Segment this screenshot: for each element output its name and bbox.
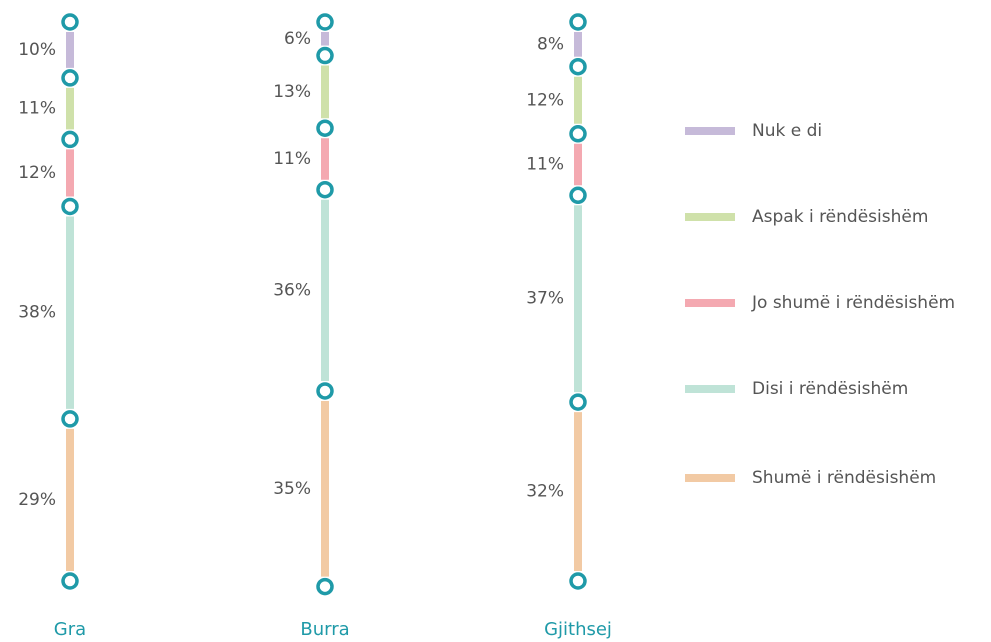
node [569, 186, 587, 205]
value-label: 37% [526, 289, 564, 309]
value-label: 29% [18, 490, 56, 510]
node [61, 197, 79, 216]
node [61, 69, 79, 87]
node [316, 180, 334, 199]
node [61, 130, 79, 149]
legend-label: Disi i rëndësishëm [752, 379, 908, 399]
node [569, 572, 587, 590]
value-label: 32% [526, 482, 564, 502]
legend-label: Shumë i rëndësishëm [752, 468, 936, 488]
node [316, 13, 334, 31]
value-label: 6% [284, 29, 311, 49]
value-label: 36% [273, 280, 311, 300]
category-label: Burra [300, 619, 349, 640]
value-label: 11% [526, 155, 564, 175]
legend-label: Aspak i rëndësishëm [752, 207, 928, 227]
category-label: Gjithsej [544, 619, 612, 640]
node [61, 572, 79, 590]
node [316, 46, 334, 65]
value-label: 10% [18, 40, 56, 60]
node [316, 382, 334, 400]
value-label: 38% [18, 303, 56, 323]
node [569, 125, 587, 143]
legend-label: Jo shumë i rëndësishëm [751, 293, 955, 313]
value-label: 8% [537, 34, 564, 54]
node [316, 119, 334, 137]
value-label: 12% [526, 90, 564, 110]
node [61, 410, 79, 428]
value-label: 11% [273, 149, 311, 169]
node [316, 577, 334, 596]
node [569, 393, 587, 411]
legend-label: Nuk e di [752, 121, 822, 141]
node [569, 13, 587, 31]
value-label: 13% [273, 82, 311, 102]
value-label: 11% [18, 99, 56, 119]
value-label: 35% [273, 479, 311, 499]
node [569, 57, 587, 76]
category-label: Gra [54, 619, 86, 640]
value-label: 12% [18, 163, 56, 183]
node [61, 13, 79, 31]
